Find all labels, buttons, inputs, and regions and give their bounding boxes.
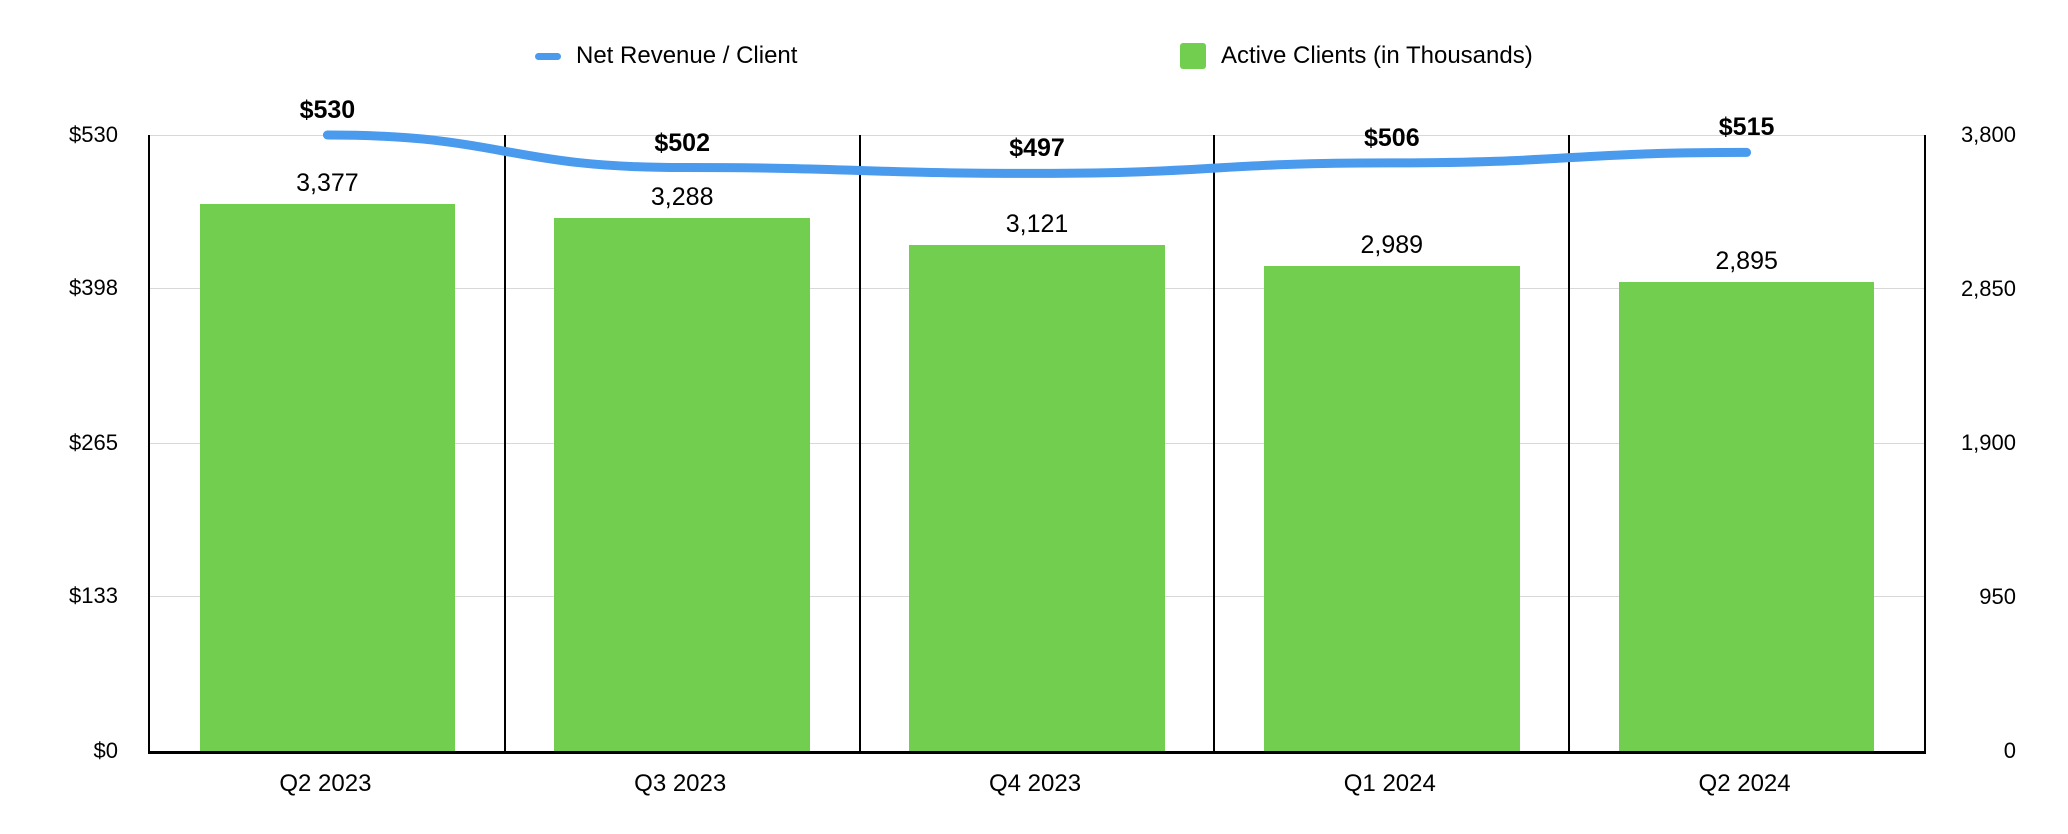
line-value-label: $515 [1718, 113, 1775, 142]
legend-label-net-revenue: Net Revenue / Client [576, 42, 798, 69]
left-axis-tick: $0 [93, 738, 118, 763]
line-path [322, 130, 1752, 178]
x-axis-label: Q2 2024 [1698, 770, 1791, 797]
line-value-label: $530 [299, 96, 356, 124]
line-value-label: $497 [1009, 134, 1065, 163]
line-series [322, 130, 1752, 178]
x-axis-label: Q2 2023 [279, 770, 372, 797]
bar-value-label: 2,895 [1715, 246, 1778, 275]
right-axis-tick: 0 [2003, 738, 2016, 763]
left-axis-tick: $265 [69, 430, 118, 455]
legend-item-net-revenue: Net Revenue / Client [535, 42, 798, 69]
x-axis-label: Q3 2023 [634, 770, 727, 797]
category-separator [1213, 135, 1216, 751]
category-separator [858, 135, 861, 751]
left-axis-tick: $133 [69, 583, 118, 609]
bar-value-label: 3,288 [650, 182, 714, 211]
legend-label-active-clients: Active Clients (in Thousands) [1221, 42, 1533, 69]
bar-Q1 2024 [1264, 266, 1520, 751]
left-axis-tick: $530 [69, 122, 118, 147]
x-axis-label: Q1 2024 [1343, 770, 1436, 797]
bar-value-label: 3,377 [296, 168, 359, 197]
line-series-legend-marker [535, 52, 561, 60]
bar-Q4 2023 [909, 245, 1165, 751]
plot-area: 3,377 3,288 3,121 2,989 2,895 $530 $502 $497 $50… [148, 96, 1926, 754]
right-axis-tick: 950 [1979, 584, 2016, 609]
bar-Q2 2024 [1618, 281, 1875, 751]
right-axis-tick: 3,800 [1960, 122, 2016, 147]
line-value-label: $502 [654, 128, 710, 157]
x-axis-label: Q4 2023 [988, 770, 1082, 797]
category-separator [503, 135, 506, 751]
legend-item-active-clients: Active Clients (in Thousands) [1180, 42, 1533, 69]
bar-Q2 2023 [199, 203, 456, 751]
right-axis-tick: 1,900 [1960, 430, 2016, 455]
bar-Q3 2023 [554, 218, 810, 751]
left-axis-tick: $398 [69, 275, 118, 301]
bar-series-legend-marker [1180, 43, 1206, 69]
right-axis-tick: 2,850 [1960, 276, 2016, 301]
line-value-label: $506 [1363, 123, 1420, 152]
bar-value-label: 3,121 [1005, 210, 1069, 239]
bar-value-label: 2,989 [1360, 231, 1424, 260]
gridline [150, 135, 1924, 136]
category-separator [1568, 135, 1571, 751]
